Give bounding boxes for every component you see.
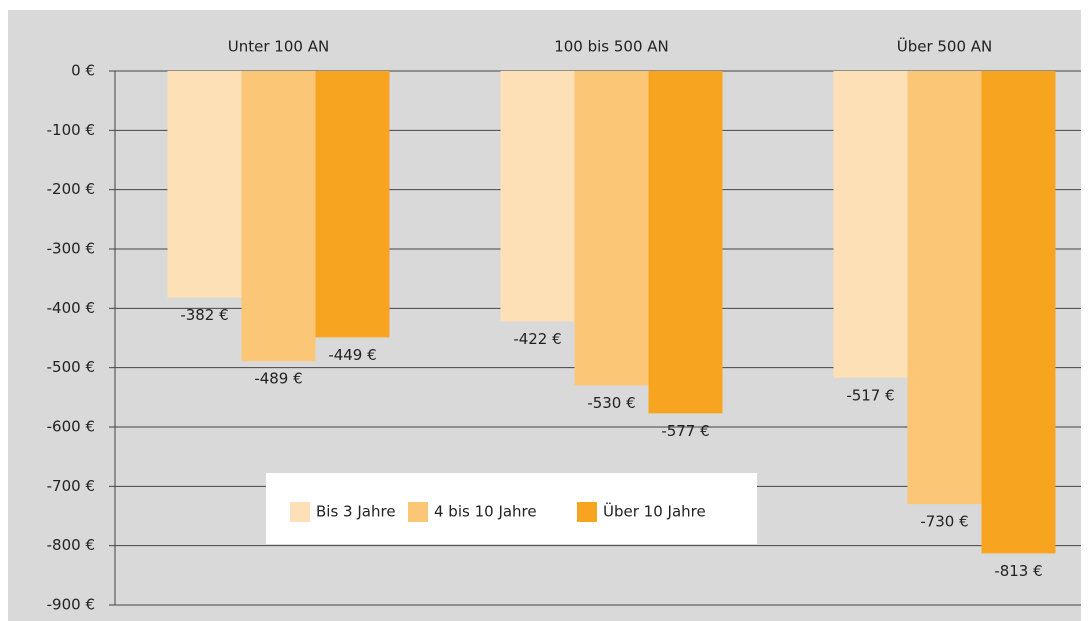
y-tick-label: -100 € (47, 121, 95, 139)
value-label: -813 € (994, 562, 1042, 580)
bar (981, 71, 1056, 554)
category-label: 100 bis 500 AN (554, 38, 669, 56)
legend-label: Über 10 Jahre (603, 502, 706, 521)
value-label: -730 € (920, 513, 968, 531)
bar (167, 71, 242, 298)
category-label: Unter 100 AN (228, 38, 329, 56)
value-label: -530 € (587, 394, 635, 412)
bar (500, 71, 575, 322)
category-label: Über 500 AN (897, 37, 993, 56)
y-tick-label: -400 € (47, 299, 95, 317)
y-tick-label: -800 € (47, 536, 95, 554)
bar (315, 71, 390, 338)
bar (907, 71, 982, 505)
y-tick-label: -200 € (47, 180, 95, 198)
value-label: -422 € (513, 330, 561, 348)
bar (241, 71, 316, 362)
legend-label: Bis 3 Jahre (316, 503, 396, 521)
value-label: -577 € (661, 422, 709, 440)
value-label: -489 € (254, 370, 302, 388)
y-tick-label: -600 € (47, 418, 95, 436)
bar (648, 71, 723, 414)
y-tick-label: -500 € (47, 358, 95, 376)
y-tick-label: -900 € (47, 596, 95, 614)
legend-swatch (408, 502, 428, 522)
y-tick-label: 0 € (71, 62, 95, 80)
value-label: -382 € (180, 306, 228, 324)
bar (833, 71, 908, 378)
y-tick-label: -300 € (47, 240, 95, 258)
legend-box (266, 473, 757, 544)
legend-swatch (577, 502, 597, 522)
value-label: -449 € (328, 346, 376, 364)
y-tick-label: -700 € (47, 477, 95, 495)
legend-label: 4 bis 10 Jahre (434, 503, 537, 521)
legend-swatch (290, 502, 310, 522)
bar (574, 71, 649, 386)
value-label: -517 € (846, 386, 894, 404)
